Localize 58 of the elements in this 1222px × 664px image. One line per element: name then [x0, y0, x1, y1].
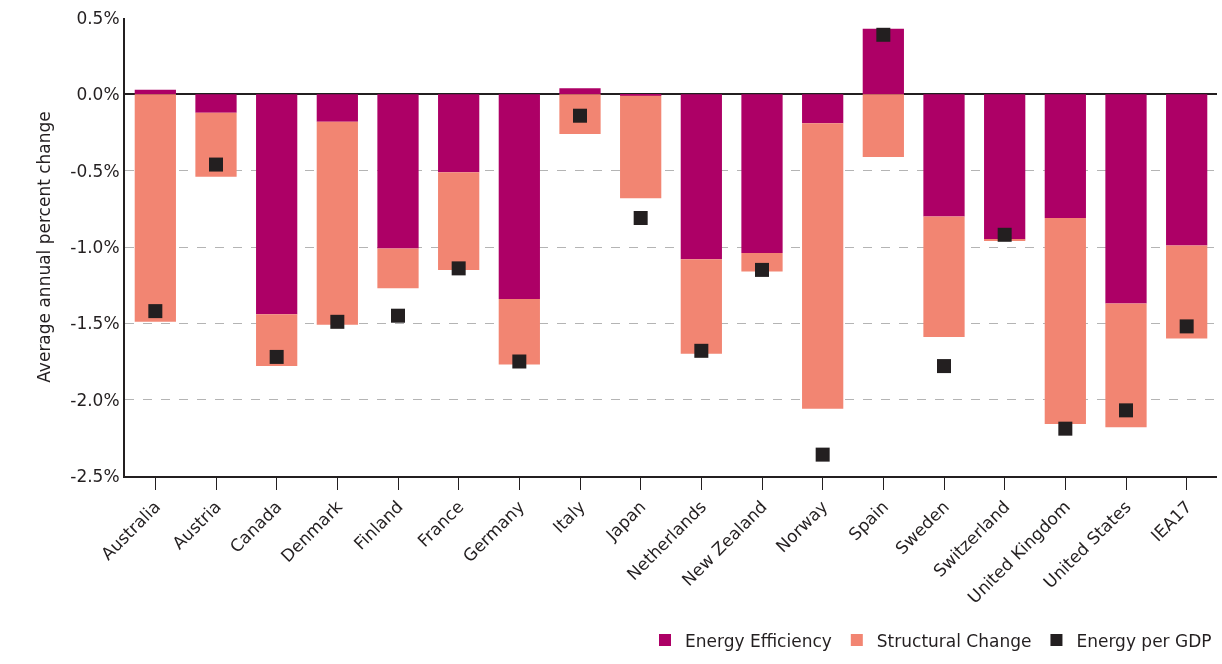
point: [148, 304, 163, 319]
bar: [1166, 94, 1208, 246]
bar: [316, 121, 358, 325]
bar: [1044, 94, 1086, 218]
point: [694, 343, 709, 358]
y-tick-label: -1.5%: [70, 313, 120, 334]
y-tick-label: 0.0%: [76, 84, 120, 105]
bar: [984, 94, 1026, 240]
bar: [680, 94, 722, 260]
bar: [134, 94, 176, 322]
bar: [559, 88, 601, 95]
point: [633, 210, 648, 225]
legend-label: Energy Efficiency: [685, 630, 832, 651]
point: [269, 349, 284, 364]
bar: [862, 94, 904, 157]
point: [330, 314, 345, 329]
bar: [1166, 245, 1208, 339]
y-tick-label: 0.5%: [76, 7, 120, 28]
point: [937, 359, 951, 374]
bar: [498, 94, 540, 299]
bar: [438, 172, 480, 270]
y-tick-label: -0.5%: [70, 160, 120, 181]
point: [876, 27, 891, 42]
bar: [438, 94, 480, 173]
y-tick-label: -2.0%: [70, 389, 120, 410]
point: [391, 308, 405, 323]
bar: [377, 94, 419, 249]
point: [451, 261, 466, 276]
y-axis-title: Average annual percent change: [34, 111, 55, 383]
legend-label: Energy per GDP: [1076, 630, 1212, 651]
y-tick-label: -2.5%: [70, 465, 120, 486]
bar: [923, 216, 965, 338]
bar: [256, 94, 298, 315]
bar: [923, 94, 965, 217]
bar: [498, 298, 540, 365]
bar: [377, 248, 419, 289]
point: [1058, 421, 1073, 436]
legend-label: Structural Change: [876, 630, 1032, 651]
point: [997, 227, 1012, 242]
bar: [802, 94, 844, 124]
bar: [802, 123, 844, 409]
bar: [741, 94, 783, 254]
y-tick-label: -1.0%: [70, 236, 120, 257]
bar: [256, 314, 298, 367]
point: [209, 157, 223, 172]
point: [1179, 319, 1194, 334]
bar: [1044, 217, 1086, 425]
point: [1119, 403, 1133, 418]
bar: [1105, 303, 1147, 428]
bar: [680, 259, 722, 354]
bar: [620, 95, 662, 199]
bar: [316, 94, 358, 122]
point: [512, 354, 527, 369]
bar: [195, 94, 237, 113]
bar: [1105, 94, 1147, 304]
bar: [862, 28, 904, 95]
point: [815, 447, 830, 462]
bar: [195, 112, 237, 177]
